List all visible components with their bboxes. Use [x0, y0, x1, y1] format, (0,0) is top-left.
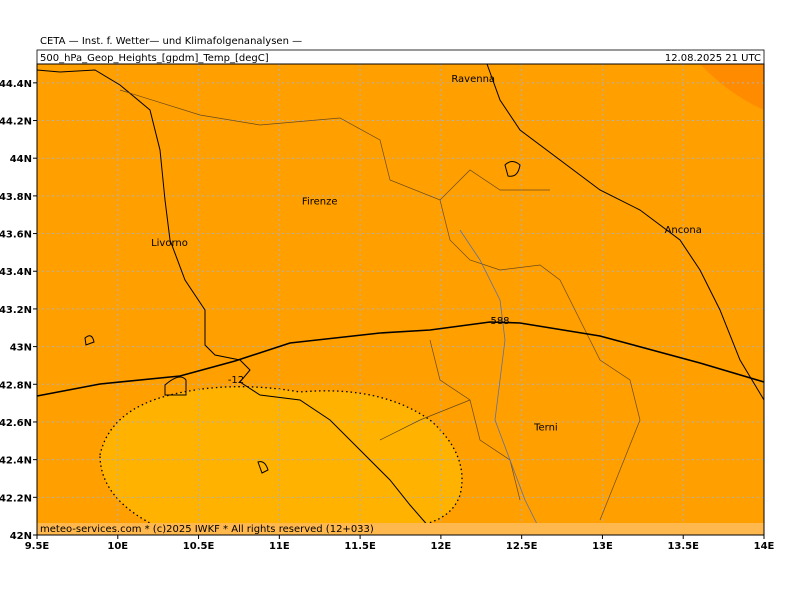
y-tick-label: 42.8N [0, 380, 32, 391]
warm-region [700, 64, 764, 110]
y-tick-label: 42.6N [0, 418, 32, 429]
city-label: Ancona [665, 225, 702, 236]
header-title: CETA — Inst. f. Wetter— und Klimafolgena… [40, 36, 302, 47]
x-tick-label: 9.5E [25, 541, 50, 552]
y-tick-label: 42.2N [0, 493, 32, 504]
valid-time: 12.08.2025 21 UTC [665, 53, 761, 64]
y-tick-label: 43.6N [0, 230, 32, 241]
y-tick-label: 44.4N [0, 79, 32, 90]
y-tick-label: 43.2N [0, 305, 32, 316]
x-tick-label: 13E [592, 541, 613, 552]
footer: meteo-services.com * (c)2025 IWKF * All … [40, 524, 374, 535]
contour-label: -12 [228, 375, 244, 386]
x-tick-label: 14E [754, 541, 775, 552]
y-tick-label: 44N [10, 154, 32, 165]
y-tick-label: 43N [10, 343, 32, 354]
y-tick-label: 42.4N [0, 456, 32, 467]
product: 500_hPa_Geop_Heights_[gpdm]_Temp_[degC] [40, 53, 269, 64]
coastline [36, 69, 431, 529]
y-tick-label: 44.2N [0, 117, 32, 128]
city-label: Firenze [302, 197, 338, 208]
region-border [119, 89, 641, 521]
x-tick-label: 13.5E [667, 541, 699, 552]
city-label: Terni [533, 423, 558, 434]
x-tick-label: 11E [269, 541, 290, 552]
city-label: Livorno [151, 238, 188, 249]
temp-contour [99, 386, 463, 529]
y-tick-label: 43.8N [0, 192, 32, 203]
x-tick-label: 10.5E [183, 541, 215, 552]
contour-label: 588 [490, 316, 509, 327]
x-tick-label: 11.5E [344, 541, 376, 552]
x-tick-label: 12.5E [506, 541, 538, 552]
height-contour [36, 321, 765, 397]
y-tick-label: 42N [10, 531, 32, 542]
footer-strip [37, 523, 764, 535]
coastline [486, 63, 765, 401]
x-tick-label: 12E [431, 541, 452, 552]
x-tick-label: 10E [107, 541, 128, 552]
city-label: Ravenna [451, 74, 495, 85]
y-tick-label: 43.4N [0, 267, 32, 278]
map-frame [36, 63, 765, 536]
river [459, 229, 541, 531]
island [84, 161, 521, 474]
